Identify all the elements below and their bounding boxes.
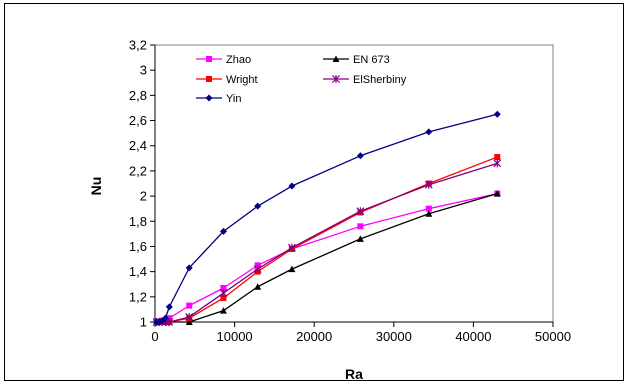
x-tick-label: 40000 <box>455 329 491 344</box>
data-point-elsherbiny <box>219 289 228 298</box>
x-tick-label: 30000 <box>376 329 412 344</box>
x-axis-title: Ra <box>345 366 363 382</box>
legend-label-zhao: Zhao <box>226 54 251 66</box>
data-point-zhao <box>186 302 193 309</box>
legend-label-yin: Yin <box>226 93 242 105</box>
y-tick-label: 1,4 <box>129 264 147 279</box>
y-tick-label: 1 <box>140 315 147 330</box>
data-point-zhao <box>220 285 227 292</box>
legend-marker-wright <box>206 76 212 82</box>
x-tick-label: 20000 <box>296 329 332 344</box>
data-point-zhao <box>357 223 364 230</box>
y-tick-label: 2 <box>140 189 147 204</box>
data-point-wright <box>494 154 501 161</box>
data-point-elsherbiny <box>356 207 365 216</box>
data-point-yin <box>425 128 433 136</box>
y-tick-label: 2,6 <box>129 113 147 128</box>
x-tick-label: 0 <box>151 329 158 344</box>
legend-label-wright: Wright <box>226 74 258 86</box>
data-point-en-673 <box>493 190 501 197</box>
legend-marker-zhao <box>206 56 212 62</box>
legend-item-yin: Yin <box>196 93 242 105</box>
data-point-en-673 <box>425 210 433 217</box>
data-point-yin <box>219 227 227 235</box>
legend-item-zhao: Zhao <box>196 54 251 66</box>
data-point-yin <box>288 182 296 190</box>
data-point-yin <box>161 314 169 322</box>
axes: 1 1,2 1,4 1,6 1,8 2 2,2 2,4 2,6 2,8 3 3,2 0 10000 2000… <box>129 38 571 345</box>
legend-marker-en-673 <box>332 55 340 62</box>
data-point-elsherbiny <box>493 159 502 168</box>
data-point-en-673 <box>254 283 262 290</box>
legend-label-elsherbiny: ElSherbiny <box>353 74 407 86</box>
data-point-en-673 <box>219 307 227 314</box>
x-tick-label: 10000 <box>217 329 253 344</box>
y-axis-title: Nu <box>88 177 104 196</box>
data-point-elsherbiny <box>287 243 296 252</box>
data-point-yin <box>254 202 262 210</box>
data-point-en-673 <box>288 265 296 273</box>
series-yin <box>153 110 501 326</box>
y-tick-label: 1,6 <box>129 239 147 254</box>
data-point-elsherbiny <box>253 265 262 274</box>
y-tick-label: 3 <box>140 63 147 78</box>
data-point-elsherbiny <box>424 180 433 189</box>
legend-item-wright: Wright <box>196 74 258 86</box>
legend-item-elsherbiny: ElSherbiny <box>323 74 407 86</box>
series-layer <box>152 110 502 326</box>
data-point-yin <box>356 152 364 160</box>
legend: Zhao EN 673 Wright ElSherbiny Yin <box>196 54 407 105</box>
y-tick-label: 2,2 <box>129 163 147 178</box>
y-tick-label: 1,8 <box>129 214 147 229</box>
legend-marker-yin <box>205 94 213 102</box>
data-point-yin <box>185 264 193 272</box>
plot-area <box>154 44 554 323</box>
data-point-yin <box>493 110 501 118</box>
legend-label-en-673: EN 673 <box>353 54 390 66</box>
y-tick-label: 2,8 <box>129 88 147 103</box>
data-point-yin <box>165 303 173 311</box>
legend-item-en-673: EN 673 <box>323 54 390 66</box>
y-tick-label: 3,2 <box>129 38 147 53</box>
data-point-elsherbiny <box>185 312 194 321</box>
data-point-wright <box>220 295 227 302</box>
data-point-en-673 <box>185 318 193 325</box>
y-tick-label: 1,2 <box>129 289 147 304</box>
y-tick-label: 2,4 <box>129 138 147 153</box>
x-tick-label: 50000 <box>535 329 571 344</box>
legend-marker-elsherbiny <box>332 75 340 83</box>
data-point-en-673 <box>356 235 364 242</box>
data-point-zhao <box>425 205 432 212</box>
